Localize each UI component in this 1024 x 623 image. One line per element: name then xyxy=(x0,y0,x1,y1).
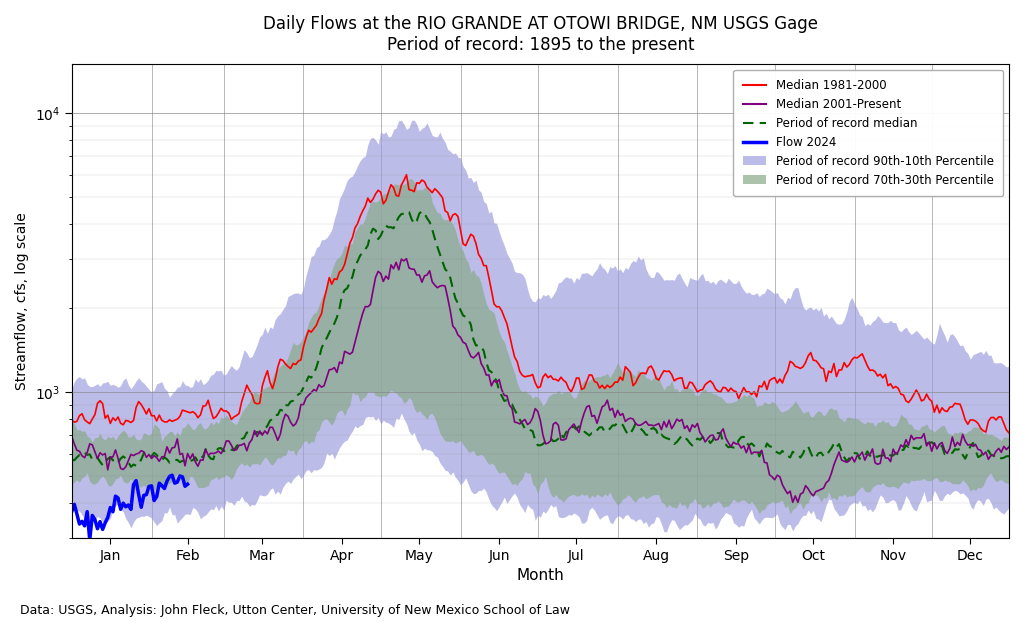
Y-axis label: Streamflow, cfs, log scale: Streamflow, cfs, log scale xyxy=(15,212,29,390)
X-axis label: Month: Month xyxy=(516,568,564,583)
Legend: Median 1981-2000, Median 2001-Present, Period of record median, Flow 2024, Perio: Median 1981-2000, Median 2001-Present, P… xyxy=(733,70,1004,196)
Text: Data: USGS, Analysis: John Fleck, Utton Center, University of New Mexico School : Data: USGS, Analysis: John Fleck, Utton … xyxy=(20,604,570,617)
Title: Daily Flows at the RIO GRANDE AT OTOWI BRIDGE, NM USGS Gage
Period of record: 18: Daily Flows at the RIO GRANDE AT OTOWI B… xyxy=(263,15,818,54)
